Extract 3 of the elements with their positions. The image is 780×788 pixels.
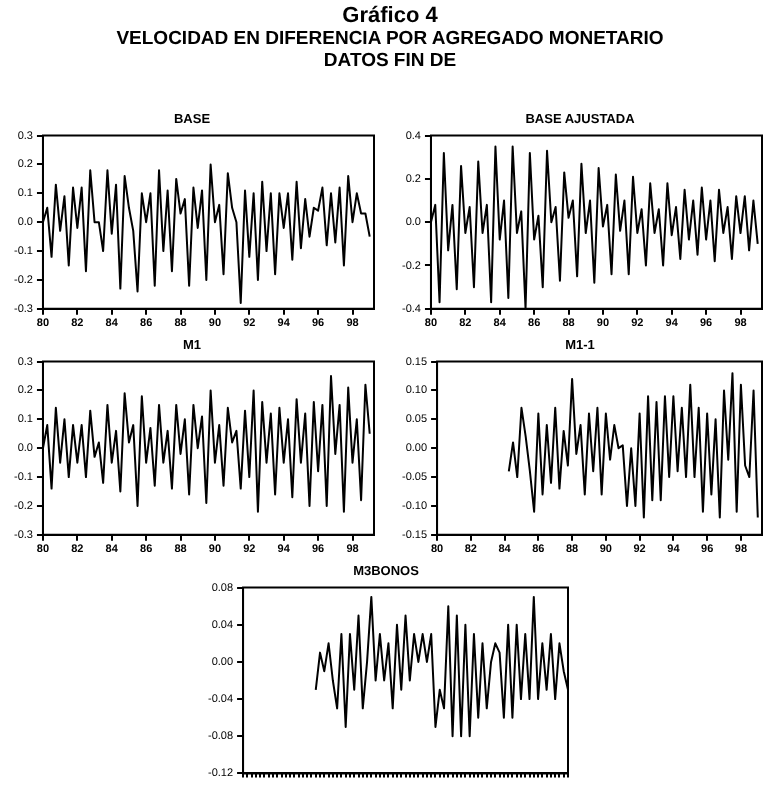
text: VELOCIDAD EN DIFERENCIA POR AGREGADO MONETARIO (114, 28, 666, 50)
text: Gráfico 4 (340, 4, 440, 28)
text: DATOS FIN DE (321, 50, 459, 72)
